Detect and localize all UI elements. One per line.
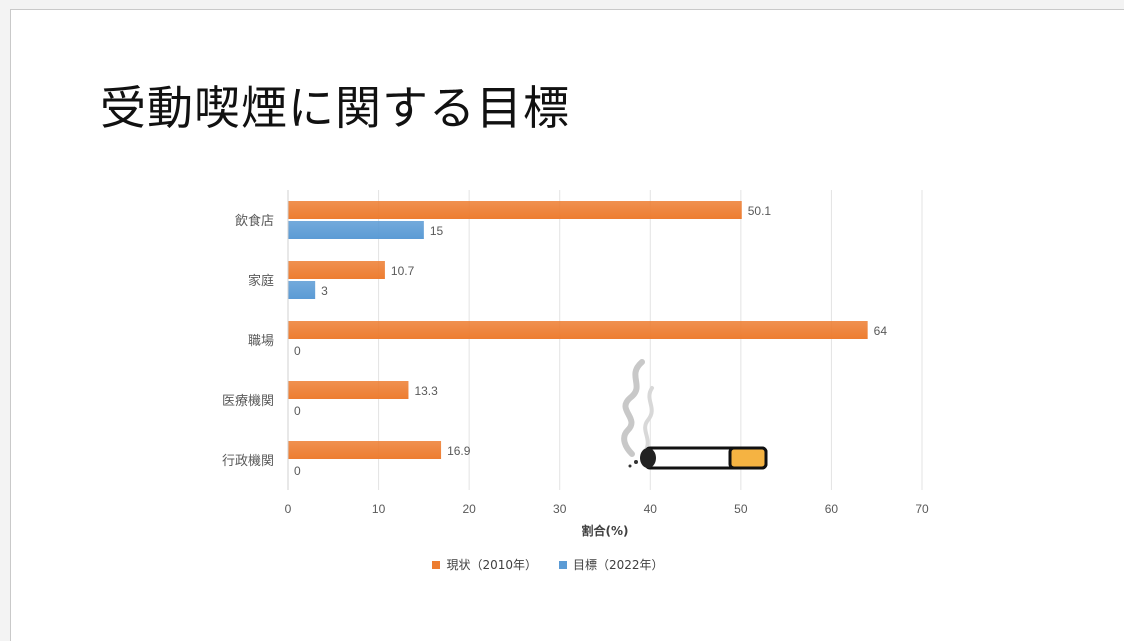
legend-swatch-target	[559, 560, 567, 569]
legend-item-target: 目標（2022年）	[559, 556, 664, 573]
x-tick-label-6: 60	[825, 502, 839, 516]
legend-item-current: 現状（2010年）	[432, 556, 537, 573]
data-label-target-0: 15	[430, 224, 444, 238]
x-tick-label-1: 10	[372, 502, 386, 516]
x-tick-label-4: 40	[644, 502, 658, 516]
category-label-0: 飲食店	[235, 213, 274, 229]
bar-current-1	[288, 261, 385, 279]
x-tick-label-5: 50	[734, 502, 748, 516]
slide: 受動喫煙に関する目標 0 10 20 30 40 50 60 70 割合(%) 飲食店 50.1 15…	[10, 9, 1124, 641]
legend-swatch-current	[432, 560, 441, 569]
data-label-current-2: 64	[874, 324, 888, 338]
data-label-current-3: 13.3	[414, 384, 438, 398]
data-label-target-4: 0	[294, 464, 301, 478]
bar-current-2	[288, 321, 868, 339]
x-axis-title: 割合(%)	[582, 523, 629, 538]
x-tick-label-0: 0	[285, 502, 292, 516]
data-label-current-4: 16.9	[447, 444, 471, 458]
bar-current-3	[288, 381, 409, 399]
x-tick-label-3: 30	[553, 502, 567, 516]
bar-target-1	[288, 281, 316, 299]
data-label-current-0: 50.1	[748, 204, 772, 218]
x-tick-label-2: 20	[462, 502, 476, 516]
data-label-current-1: 10.7	[391, 264, 415, 278]
category-label-1: 家庭	[248, 273, 274, 289]
category-label-2: 職場	[248, 334, 274, 349]
bar-current-4	[288, 441, 442, 459]
category-label-4: 行政機関	[222, 454, 274, 469]
data-label-target-2: 0	[294, 344, 301, 358]
data-label-target-3: 0	[294, 404, 301, 418]
legend-label-target: 目標（2022年）	[573, 558, 664, 572]
cigarette-smoke-icon	[621, 359, 768, 470]
bar-target-0	[288, 221, 424, 239]
data-label-target-1: 3	[321, 284, 328, 298]
x-tick-label-7: 70	[915, 502, 929, 516]
slide-title: 受動喫煙に関する目標	[100, 81, 570, 135]
category-label-3: 医療機関	[222, 394, 274, 409]
chart-legend: 現状（2010年） 目標（2022年）	[0, 556, 1105, 573]
bar-chart: 0 10 20 30 40 50 60 70 割合(%) 飲食店 50.1 15 家庭 10.7 3 職場 64…	[222, 190, 929, 538]
bar-current-0	[288, 201, 742, 219]
legend-label-current: 現状（2010年）	[446, 558, 537, 572]
